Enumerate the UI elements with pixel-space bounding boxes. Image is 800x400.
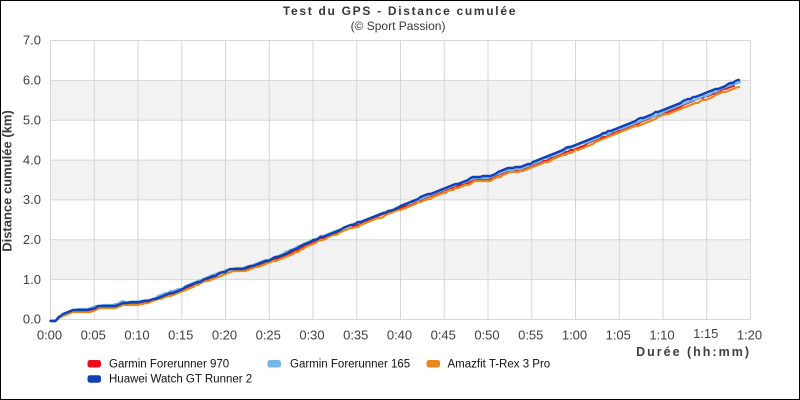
svg-text:0:10: 0:10 xyxy=(124,328,149,343)
svg-text:0:00: 0:00 xyxy=(37,328,62,343)
svg-text:5.0: 5.0 xyxy=(23,112,41,127)
svg-text:0:15: 0:15 xyxy=(168,328,193,343)
svg-text:1:10: 1:10 xyxy=(649,328,674,343)
svg-text:Garmin Forerunner 165: Garmin Forerunner 165 xyxy=(290,358,410,370)
svg-text:Test du GPS - Distance cumulée: Test du GPS - Distance cumulée xyxy=(283,4,517,18)
svg-text:0:20: 0:20 xyxy=(212,328,237,343)
svg-text:7.0: 7.0 xyxy=(23,33,41,48)
svg-text:1:15: 1:15 xyxy=(693,326,718,341)
svg-text:0:35: 0:35 xyxy=(343,328,368,343)
svg-text:Garmin Forerunner 970: Garmin Forerunner 970 xyxy=(109,358,229,370)
svg-text:Huawei Watch GT Runner 2: Huawei Watch GT Runner 2 xyxy=(109,374,252,386)
svg-text:1:00: 1:00 xyxy=(562,328,587,343)
svg-text:0:45: 0:45 xyxy=(431,328,456,343)
svg-text:2.0: 2.0 xyxy=(23,232,41,247)
svg-text:4.0: 4.0 xyxy=(23,152,41,167)
svg-text:0:55: 0:55 xyxy=(518,328,543,343)
svg-text:1:05: 1:05 xyxy=(606,328,631,343)
svg-text:0:25: 0:25 xyxy=(256,328,281,343)
svg-text:Durée (hh:mm): Durée (hh:mm) xyxy=(636,345,751,359)
svg-text:0:50: 0:50 xyxy=(474,328,499,343)
svg-text:1:20: 1:20 xyxy=(737,328,762,343)
svg-text:Distance cumulée (km): Distance cumulée (km) xyxy=(0,110,15,252)
svg-text:6.0: 6.0 xyxy=(23,73,41,88)
svg-text:0:40: 0:40 xyxy=(387,328,412,343)
svg-text:Amazfit T-Rex 3 Pro: Amazfit T-Rex 3 Pro xyxy=(448,358,551,370)
svg-text:0:05: 0:05 xyxy=(81,328,106,343)
svg-text:3.0: 3.0 xyxy=(23,192,41,207)
svg-text:(© Sport Passion): (© Sport Passion) xyxy=(351,19,446,33)
svg-text:1.0: 1.0 xyxy=(23,272,41,287)
svg-text:0:30: 0:30 xyxy=(299,328,324,343)
svg-text:0.0: 0.0 xyxy=(23,312,41,327)
